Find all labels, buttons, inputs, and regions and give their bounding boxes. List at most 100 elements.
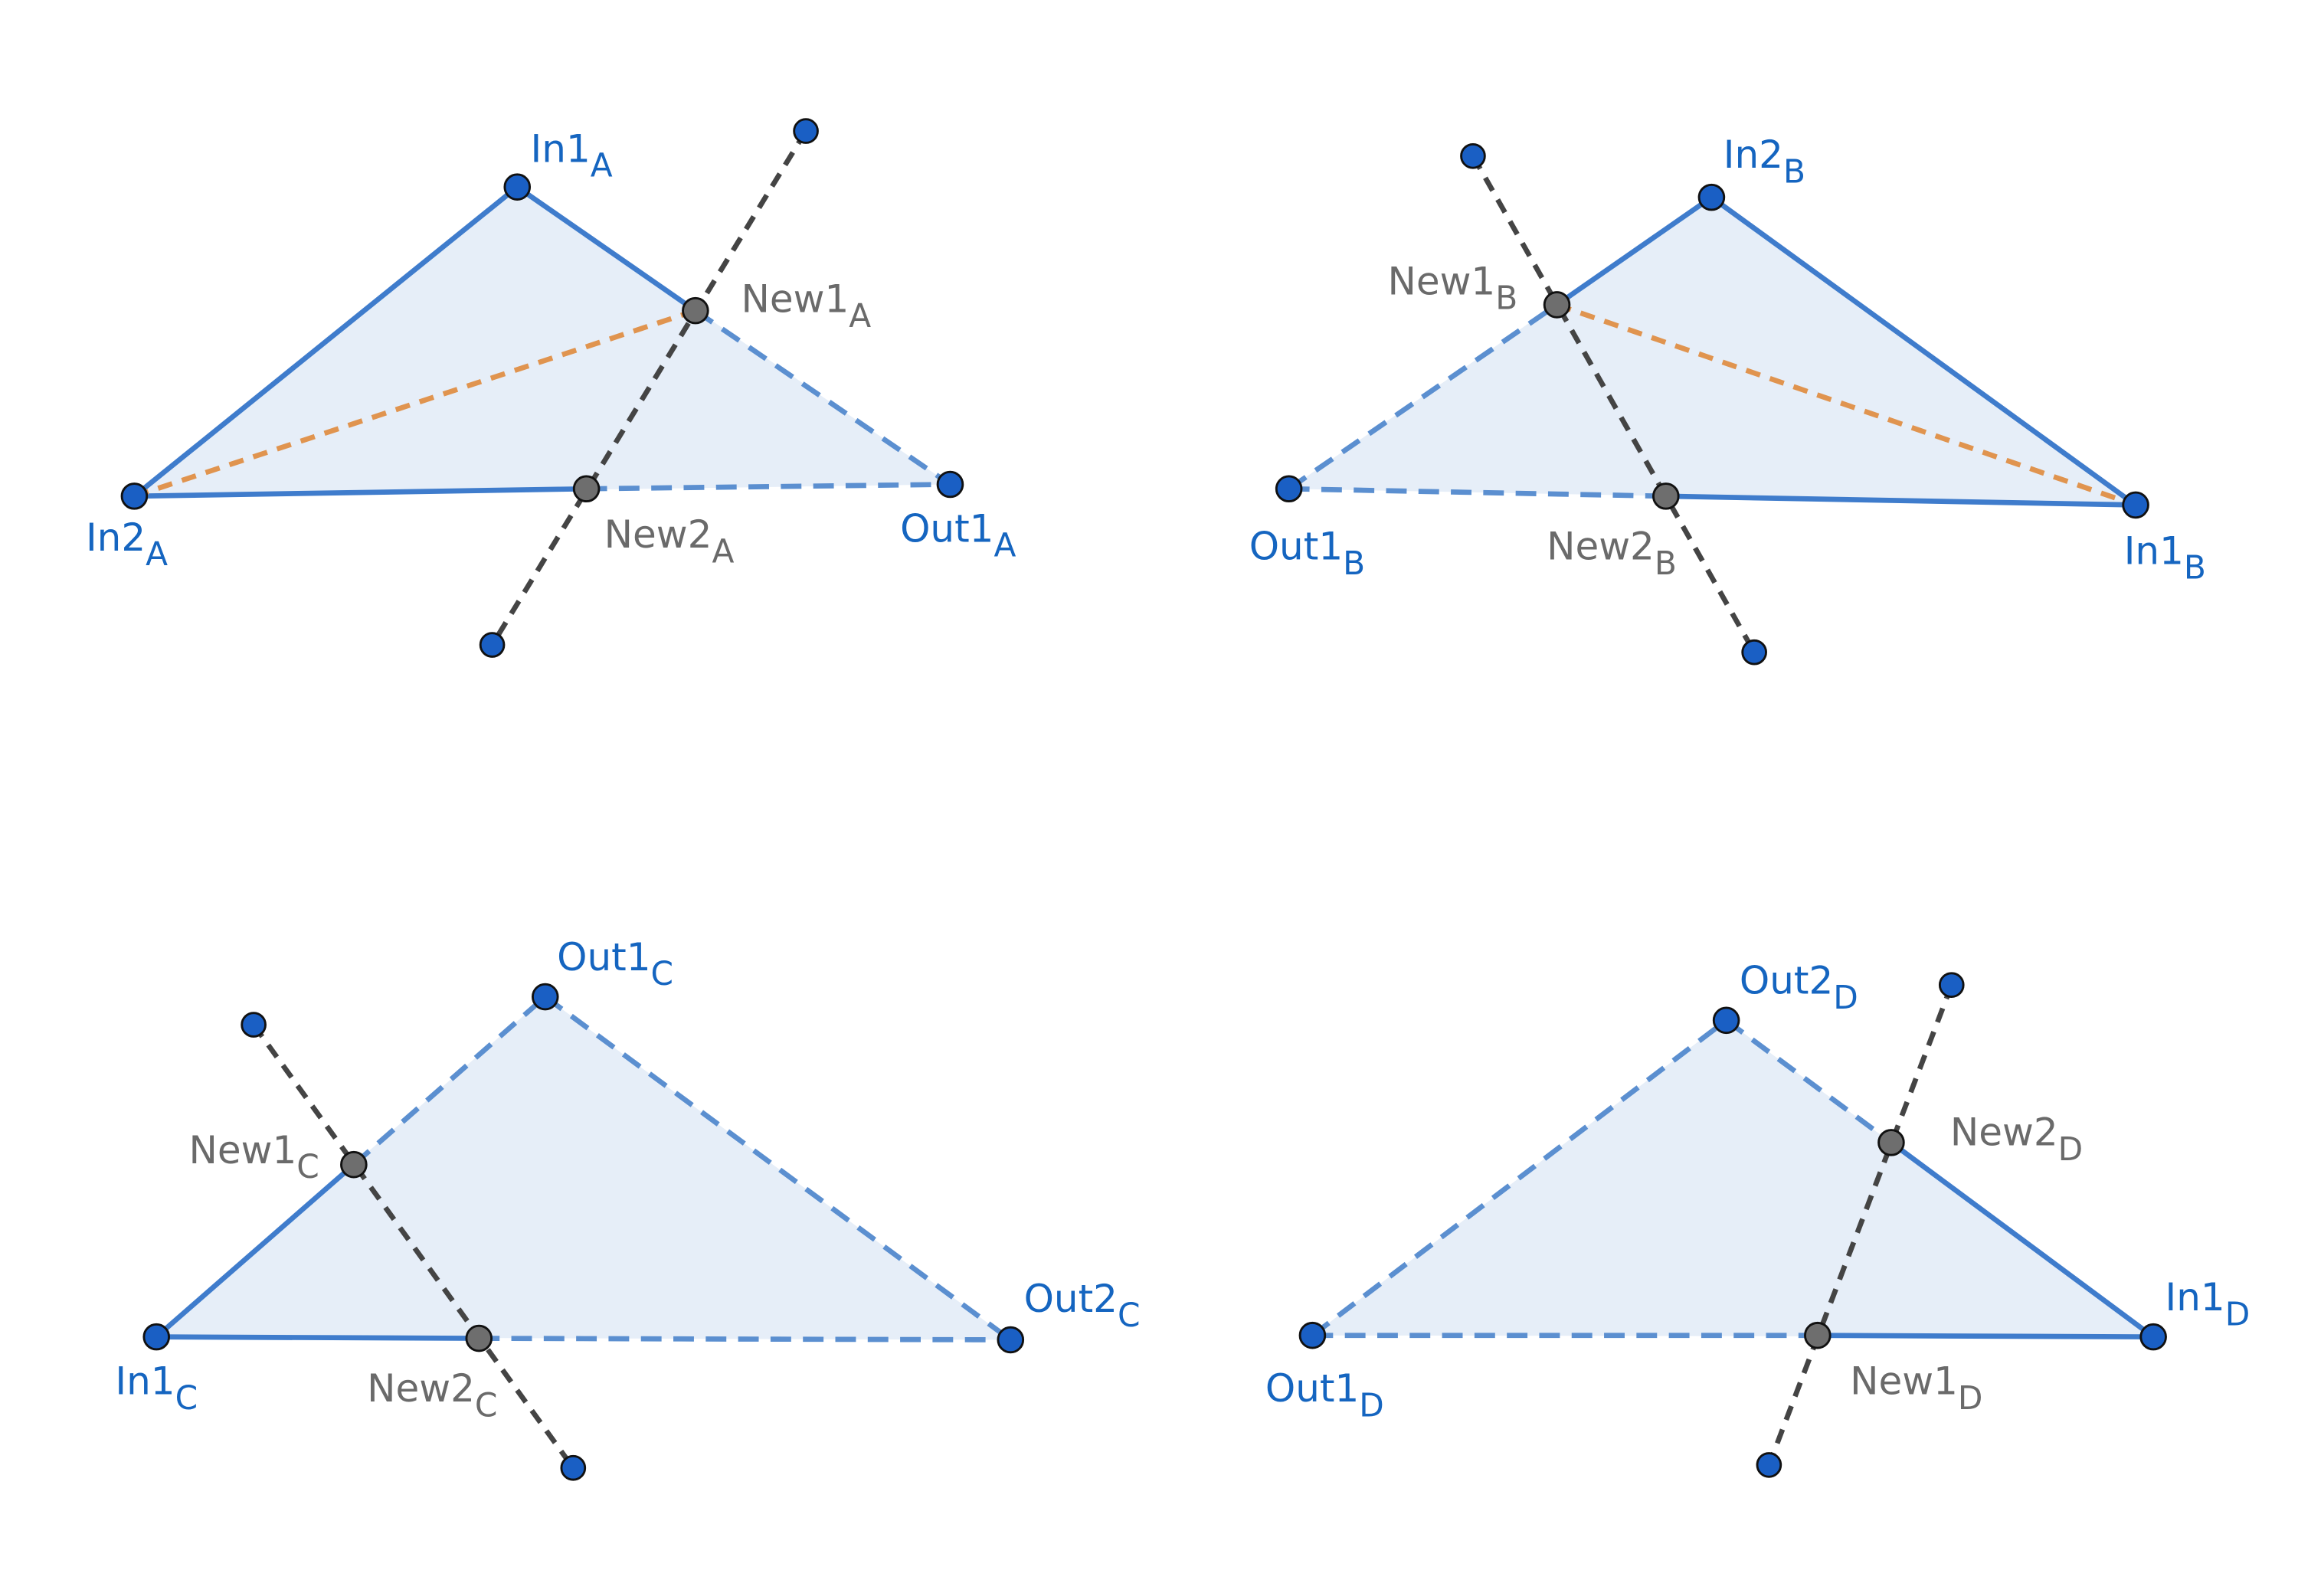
new-vertex — [465, 1324, 493, 1352]
label-main: In2 — [1724, 132, 1783, 177]
clip-line-end — [1460, 142, 1486, 169]
outside-edge — [1287, 303, 1559, 492]
outside-edge — [693, 308, 952, 487]
label-sub: C — [1118, 1297, 1141, 1334]
new-vertex — [340, 1150, 368, 1179]
clip-line — [1766, 983, 1954, 1467]
inside-edge — [155, 1163, 356, 1339]
vertex-label: In1D — [2165, 1275, 2251, 1333]
label-sub: B — [1783, 152, 1805, 190]
outside-edge — [479, 1336, 1011, 1343]
inside-edge — [1555, 195, 1714, 307]
label-main: Out1 — [900, 506, 994, 551]
vertex-label: In2A — [86, 515, 168, 573]
label-sub: A — [591, 147, 613, 185]
vertex-label: New1C — [189, 1128, 319, 1186]
label-main: In1 — [115, 1359, 175, 1404]
vertex-label: New2B — [1547, 525, 1677, 582]
label-main: Out1 — [557, 935, 650, 980]
outside-edge — [1311, 1018, 1728, 1338]
label-sub: A — [146, 535, 168, 573]
vertex-label: New2A — [604, 512, 735, 570]
clip-line — [1471, 155, 1757, 654]
label-main: In1 — [2165, 1275, 2225, 1320]
label-main: New2 — [1547, 525, 1655, 569]
new-vertex — [1804, 1321, 1832, 1349]
triangle-fill — [1312, 1020, 2154, 1337]
vertex-label: New1A — [741, 277, 871, 335]
clip-line-end — [1756, 1452, 1782, 1478]
vertex — [120, 482, 149, 510]
vertex-label: In2B — [1724, 132, 1805, 190]
vertex — [997, 1326, 1025, 1354]
vertex-label: New1D — [1850, 1359, 1982, 1417]
label-sub: D — [1958, 1379, 1983, 1417]
inside-edge — [1710, 195, 2138, 508]
vertex — [936, 470, 964, 499]
label-sub: B — [1655, 545, 1677, 582]
label-sub: D — [2058, 1130, 2084, 1168]
label-main: New2 — [367, 1366, 475, 1411]
label-main: Out1 — [1249, 525, 1343, 569]
label-main: Out1 — [1265, 1366, 1359, 1411]
inside-edge — [1817, 1333, 2154, 1340]
inside-edge — [133, 185, 519, 499]
vertex — [2139, 1323, 2167, 1351]
inside-edge — [134, 486, 587, 499]
label-sub: C — [651, 955, 674, 993]
vertex — [503, 173, 532, 201]
vertex — [1298, 1321, 1327, 1349]
outside-edge — [352, 995, 547, 1167]
new-vertex — [572, 475, 601, 503]
inside-edge — [1665, 493, 2136, 508]
label-sub: B — [1343, 545, 1365, 582]
clip-line-end — [1938, 972, 1965, 998]
label-sub: B — [2184, 549, 2206, 587]
vertex-label: Out1A — [900, 506, 1016, 564]
clip-line-end — [479, 632, 506, 658]
vertex-label: Out1B — [1249, 525, 1365, 582]
vertex — [2122, 491, 2149, 519]
vertex — [1712, 1006, 1740, 1035]
label-main: In2 — [86, 515, 146, 560]
label-sub: C — [475, 1386, 498, 1424]
vertex-label: New2D — [1950, 1110, 2083, 1168]
label-sub: A — [849, 297, 871, 335]
label-main: New2 — [1950, 1110, 2058, 1155]
label-main: New1 — [1850, 1359, 1958, 1404]
vertex — [531, 983, 559, 1011]
clip-line-end — [1741, 639, 1767, 666]
label-main: In1 — [531, 126, 591, 171]
label-sub: B — [1495, 280, 1517, 317]
clip-line — [251, 1023, 576, 1470]
label-sub: D — [1833, 979, 1858, 1016]
inside-edge — [156, 1334, 480, 1341]
label-sub: C — [296, 1148, 319, 1186]
label-main: Out2 — [1024, 1277, 1118, 1321]
label-sub: D — [2225, 1295, 2251, 1333]
outside-edge — [1724, 1018, 1893, 1145]
clip-line-end — [241, 1012, 267, 1038]
label-sub: C — [175, 1379, 198, 1417]
new-vertex — [1543, 291, 1571, 319]
label-main: New1 — [1387, 260, 1495, 304]
triangle-fill — [134, 187, 951, 496]
label-main: New1 — [189, 1128, 297, 1172]
label-main: New2 — [604, 512, 712, 557]
label-sub: D — [1359, 1386, 1384, 1424]
inside-edge — [1889, 1140, 2156, 1339]
vertex-label: Out2C — [1024, 1277, 1141, 1334]
new-vertex — [682, 296, 709, 325]
vertex-label: Out1D — [1265, 1366, 1384, 1424]
vertex-label: New2C — [367, 1366, 497, 1424]
clip-line-end — [793, 118, 819, 144]
inside-edge — [516, 185, 697, 313]
triangle-fill — [1288, 197, 2136, 505]
label-main: In1 — [2124, 528, 2184, 573]
